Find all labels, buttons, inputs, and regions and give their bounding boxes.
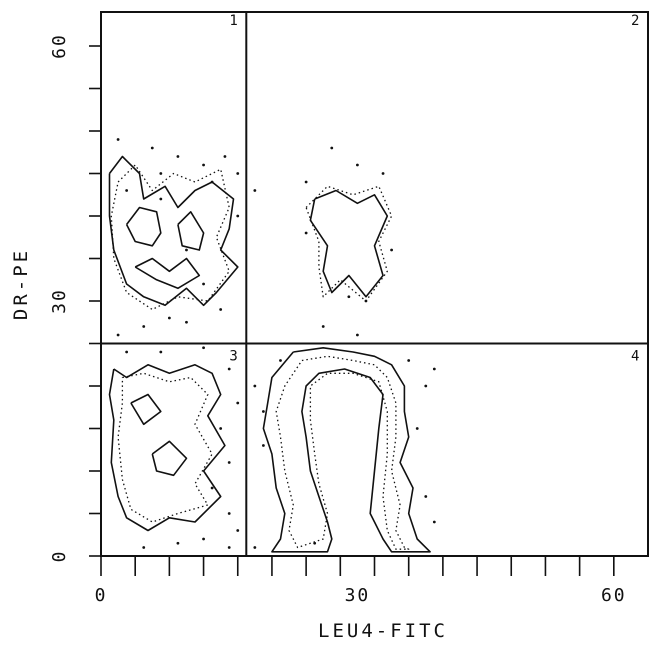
contour-solid xyxy=(108,364,226,532)
event-dot xyxy=(159,350,163,354)
event-dot xyxy=(159,172,163,175)
quadrant-labels: 1 2 3 4 xyxy=(229,13,639,365)
event-dot xyxy=(125,350,129,354)
event-dot xyxy=(202,346,205,350)
event-dot xyxy=(202,537,205,541)
contour-solid xyxy=(309,189,389,298)
event-dot xyxy=(227,461,231,464)
y-tick-label: 30 xyxy=(49,288,70,314)
contour-solid xyxy=(262,347,431,553)
contour-solid xyxy=(108,155,239,307)
quadrant-label: 1 xyxy=(229,13,237,29)
contour-dotted xyxy=(275,355,410,550)
event-dot xyxy=(424,384,428,388)
event-dot xyxy=(116,138,120,141)
x-tick-label: 0 xyxy=(95,585,108,606)
contour-dotted xyxy=(110,164,230,311)
x-tick-label: 30 xyxy=(345,585,371,606)
event-dot xyxy=(407,359,411,362)
event-dot xyxy=(227,512,231,515)
event-dot xyxy=(279,359,282,362)
event-dot xyxy=(390,248,393,252)
x-axis-ticks: 0 30 60 xyxy=(95,556,627,606)
quadrant-label: 2 xyxy=(631,13,639,29)
event-dot xyxy=(236,172,240,175)
event-dots xyxy=(116,138,436,549)
x-axis-label: LEU4-FITC xyxy=(318,620,448,642)
event-dot xyxy=(347,295,351,299)
event-dot xyxy=(304,231,308,235)
event-dot xyxy=(227,367,231,371)
event-dot xyxy=(424,495,428,498)
quadrant-gates xyxy=(101,12,648,556)
y-tick-label: 60 xyxy=(49,33,70,59)
event-dot xyxy=(125,189,129,192)
contour-solid xyxy=(151,440,188,477)
event-dot xyxy=(167,316,171,320)
event-dot xyxy=(432,520,436,524)
event-dot xyxy=(159,197,163,201)
event-dot xyxy=(253,546,257,549)
event-dot xyxy=(150,146,154,150)
event-dot xyxy=(304,180,308,184)
event-dot xyxy=(432,367,436,371)
y-axis-label: DR-PE xyxy=(10,248,32,320)
event-dot xyxy=(261,410,265,413)
y-axis-ticks: 0 30 60 xyxy=(49,33,101,562)
event-dot xyxy=(116,333,120,337)
event-dot xyxy=(202,163,205,167)
event-dot xyxy=(210,486,214,490)
contour-dotted xyxy=(117,372,213,523)
event-dot xyxy=(415,427,419,430)
quadrant-label: 3 xyxy=(229,349,237,365)
event-dot xyxy=(321,325,325,328)
event-dot xyxy=(202,282,205,286)
event-dot xyxy=(142,325,146,328)
contour-lines xyxy=(108,155,431,553)
event-dot xyxy=(219,427,223,430)
contour-solid xyxy=(134,257,201,290)
event-dot xyxy=(261,444,265,447)
x-tick-label: 60 xyxy=(601,585,627,606)
y-tick-label: 0 xyxy=(49,550,70,563)
contour-solid xyxy=(177,211,205,251)
contour-dotted xyxy=(305,185,393,302)
event-dot xyxy=(236,401,240,405)
event-dot xyxy=(236,529,240,532)
quadrant-label: 4 xyxy=(631,349,639,365)
event-dot xyxy=(176,155,180,158)
event-dot xyxy=(356,163,359,167)
event-dot xyxy=(223,155,227,158)
contour-solid xyxy=(130,393,162,426)
contour-solid xyxy=(125,206,162,247)
event-dot xyxy=(381,172,385,175)
event-dot xyxy=(356,333,359,337)
event-dot xyxy=(227,546,231,549)
event-dot xyxy=(176,541,180,545)
event-dot xyxy=(330,146,334,150)
event-dot xyxy=(185,248,188,252)
event-dot xyxy=(236,214,240,218)
event-dot xyxy=(142,546,146,549)
event-dot xyxy=(219,308,223,311)
event-dot xyxy=(253,189,257,192)
event-dot xyxy=(185,320,188,324)
event-dot xyxy=(253,384,257,388)
